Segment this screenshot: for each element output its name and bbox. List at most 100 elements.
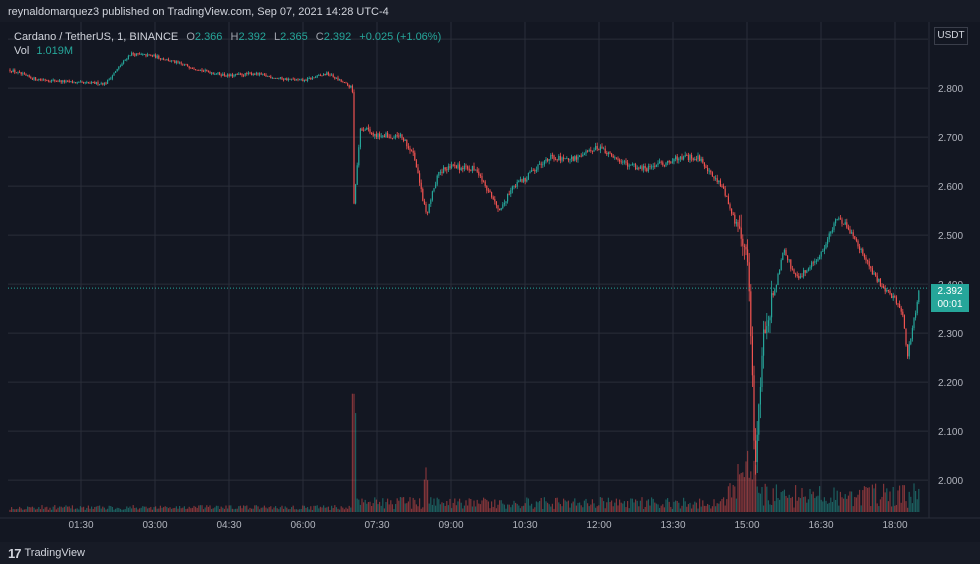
candle-body: [827, 239, 829, 244]
volume-bar: [716, 503, 718, 512]
candle-body: [110, 78, 112, 80]
candle-body: [579, 155, 581, 157]
volume-bar: [420, 508, 422, 512]
volume-bar: [491, 501, 493, 512]
volume-bar: [830, 497, 832, 512]
tradingview-footer[interactable]: 17 TradingView: [8, 544, 85, 562]
volume-bar: [361, 498, 363, 512]
candle-body: [44, 79, 46, 81]
volume-bar: [356, 498, 358, 512]
candle-body: [566, 158, 568, 160]
volume-bar: [731, 497, 733, 512]
symbol-label: Cardano / TetherUS, 1, BINANCE: [14, 31, 179, 43]
volume-bar: [119, 508, 121, 512]
volume-bar: [811, 494, 813, 512]
candle-body: [654, 165, 656, 167]
candle-body: [126, 59, 128, 61]
candle-body: [187, 64, 189, 67]
candle-body: [401, 134, 403, 139]
volume-bar: [87, 505, 89, 512]
volume-bar: [569, 507, 571, 512]
volume-bar: [702, 500, 704, 512]
volume-bar: [300, 508, 302, 512]
volume-bar: [507, 504, 509, 512]
volume-bar: [715, 506, 717, 512]
volume-bar: [787, 497, 789, 512]
candle-body: [118, 66, 120, 69]
volume-bar: [158, 508, 160, 512]
candle-body: [771, 293, 773, 318]
candle-body: [798, 275, 800, 279]
volume-bar: [166, 506, 168, 512]
candle-body: [881, 285, 883, 287]
volume-bar: [614, 502, 616, 512]
chart-pane[interactable]: [0, 22, 980, 542]
candle-body: [876, 275, 878, 282]
candle-body: [423, 200, 425, 205]
candle-body: [847, 227, 849, 230]
candle-body: [230, 74, 232, 77]
candle-body: [393, 137, 395, 139]
candlestick-chart[interactable]: 2.9002.8002.7002.6002.5002.4002.3002.200…: [0, 22, 980, 542]
volume-bar: [175, 506, 177, 512]
volume-bar: [662, 504, 664, 512]
candle-body: [265, 74, 267, 77]
volume-bar: [839, 491, 841, 512]
candle-body: [183, 64, 185, 66]
volume-bar: [644, 506, 646, 512]
volume-bar: [433, 498, 435, 512]
candle-body: [622, 161, 624, 163]
volume-bar: [43, 508, 45, 512]
volume-bar: [665, 499, 667, 512]
candle-body: [332, 74, 334, 78]
volume-bar: [363, 502, 365, 512]
candle-body: [716, 178, 718, 182]
candle-body: [839, 218, 841, 220]
candle-body: [815, 260, 817, 262]
candle-body: [291, 78, 293, 80]
candle-body: [179, 62, 181, 64]
volume-bar: [483, 497, 485, 512]
volume-bar: [619, 499, 621, 512]
currency-unit-button[interactable]: USDT: [934, 27, 968, 45]
volume-bar: [316, 505, 318, 512]
volume-bar: [225, 505, 227, 512]
candle-body: [740, 227, 742, 239]
volume-bar: [444, 505, 446, 512]
candle-body: [767, 320, 769, 327]
candle-body: [766, 326, 768, 333]
volume-bar: [105, 509, 107, 512]
volume-bar: [724, 505, 726, 512]
volume-bar: [596, 506, 598, 512]
volume-bar: [889, 491, 891, 512]
volume-bar: [891, 506, 893, 512]
candle-body: [675, 156, 677, 160]
volume-bar: [494, 499, 496, 512]
candle-body: [663, 164, 665, 166]
volume-bar: [639, 500, 641, 512]
volume-bar: [867, 487, 869, 512]
candle-body: [145, 54, 147, 57]
volume-bar: [535, 501, 537, 512]
candle-body: [100, 83, 102, 85]
volume-bar: [689, 502, 691, 512]
candle-body: [643, 165, 645, 170]
volume-bar: [907, 507, 909, 512]
volume-bar: [835, 499, 837, 512]
candle-body: [695, 158, 697, 160]
axes: 2.9002.8002.7002.6002.5002.4002.3002.200…: [0, 22, 980, 531]
volume-bar: [287, 509, 289, 512]
volume-bar: [580, 505, 582, 512]
candle-body: [406, 139, 408, 147]
candle-body: [364, 129, 366, 131]
candle-body: [17, 71, 19, 73]
candle-body: [863, 254, 865, 258]
candle-body: [147, 54, 149, 57]
candle-body: [513, 186, 515, 187]
volume-bar: [484, 498, 486, 512]
volume-bar: [143, 506, 145, 512]
candle-body: [563, 157, 565, 159]
volume-bar: [140, 507, 142, 512]
volume-bar: [398, 500, 400, 512]
volume-bar: [670, 506, 672, 512]
